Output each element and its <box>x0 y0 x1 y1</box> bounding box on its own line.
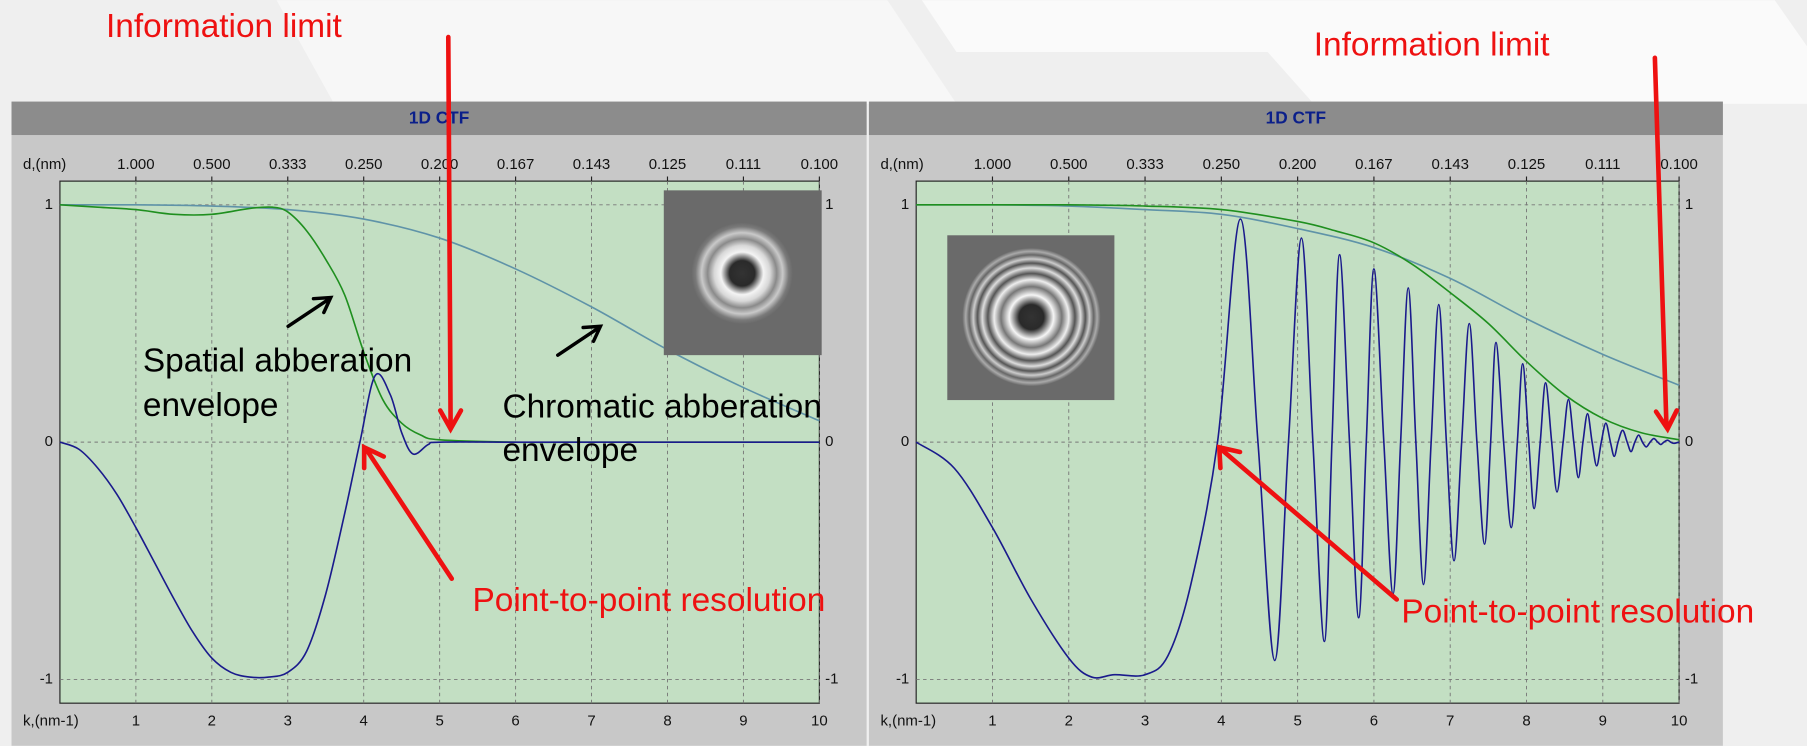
x-tick-label: 10 <box>811 713 828 730</box>
x2-tick-label: 0.167 <box>1355 156 1392 173</box>
x-tick-label: 1 <box>132 713 140 730</box>
inset-rings <box>691 223 792 324</box>
x2-axis-label: d,(nm) <box>23 156 66 173</box>
y-tick-label: 0 <box>901 433 909 450</box>
x-tick-label: 9 <box>739 713 747 730</box>
annotation: Information limit <box>1314 27 1550 64</box>
x-tick-label: 8 <box>663 713 671 730</box>
inset-rings <box>962 248 1100 386</box>
x-tick-label: 4 <box>360 713 368 730</box>
x-tick-label: 5 <box>435 713 443 730</box>
x-tick-label: 9 <box>1599 713 1607 730</box>
x-tick-label: 6 <box>1370 713 1378 730</box>
y-tick-label: 1 <box>1685 196 1693 213</box>
x-axis-label: k,(nm-1) <box>880 713 936 730</box>
x2-tick-label: 0.143 <box>1431 156 1468 173</box>
annotation: Point-to-point resolution <box>472 582 825 619</box>
x-tick-label: 1 <box>988 713 996 730</box>
x2-axis-label: d,(nm) <box>880 156 923 173</box>
x2-tick-label: 0.125 <box>1508 156 1545 173</box>
x2-tick-label: 1.000 <box>974 156 1011 173</box>
x-tick-label: 3 <box>284 713 292 730</box>
x-tick-label: 4 <box>1217 713 1225 730</box>
y-tick-label: -1 <box>896 670 909 687</box>
x2-tick-label: 0.333 <box>1126 156 1163 173</box>
y-tick-label: -1 <box>40 670 53 687</box>
x2-tick-label: 0.250 <box>345 156 382 173</box>
bg-shape <box>277 0 957 104</box>
x-tick-label: 5 <box>1293 713 1301 730</box>
y-tick-label: -1 <box>825 670 838 687</box>
y-tick-label: -1 <box>1685 670 1698 687</box>
x2-tick-label: 0.200 <box>421 156 458 173</box>
page: {"chart_data": [ {"type": "line", "title… <box>0 0 1807 746</box>
x2-tick-label: 0.500 <box>1050 156 1087 173</box>
y-tick-label: 1 <box>901 196 909 213</box>
x2-tick-label: 1.000 <box>117 156 154 173</box>
x-axis-label: k,(nm-1) <box>23 713 79 730</box>
annotation: Spatial abberation <box>143 342 412 379</box>
chart-title: 1D CTF <box>409 107 469 127</box>
x2-tick-label: 0.143 <box>573 156 610 173</box>
x2-tick-label: 0.333 <box>269 156 306 173</box>
x2-tick-label: 0.100 <box>1660 156 1697 173</box>
x-tick-label: 3 <box>1141 713 1149 730</box>
y-tick-label: 0 <box>45 433 53 450</box>
y-tick-label: 0 <box>825 433 833 450</box>
slide: 1D CTF123456789101.0000.5000.3330.2500.2… <box>0 0 1807 746</box>
y-tick-label: 1 <box>825 196 833 213</box>
annotation: Information limit <box>106 8 342 45</box>
x2-tick-label: 0.125 <box>649 156 686 173</box>
x-tick-label: 2 <box>1065 713 1073 730</box>
x-tick-label: 6 <box>511 713 519 730</box>
chart-title: 1D CTF <box>1266 107 1326 127</box>
x-tick-label: 8 <box>1522 713 1530 730</box>
x-tick-label: 2 <box>208 713 216 730</box>
x2-tick-label: 0.111 <box>1585 156 1620 173</box>
y-tick-label: 1 <box>45 196 53 213</box>
y-tick-label: 0 <box>1685 433 1693 450</box>
x-tick-label: 7 <box>1446 713 1454 730</box>
annotation: Point-to-point resolution <box>1401 593 1754 630</box>
annotation: envelope <box>502 432 638 469</box>
x2-tick-label: 0.111 <box>726 156 761 173</box>
x2-tick-label: 0.250 <box>1203 156 1240 173</box>
annotation: envelope <box>143 387 279 424</box>
annotation: Chromatic abberation <box>502 388 821 425</box>
x2-tick-label: 0.167 <box>497 156 534 173</box>
x2-tick-label: 0.200 <box>1279 156 1316 173</box>
x-tick-label: 7 <box>587 713 595 730</box>
x2-tick-label: 0.500 <box>193 156 230 173</box>
x2-tick-label: 0.100 <box>801 156 838 173</box>
arrow <box>448 37 450 424</box>
x-tick-label: 10 <box>1671 713 1688 730</box>
